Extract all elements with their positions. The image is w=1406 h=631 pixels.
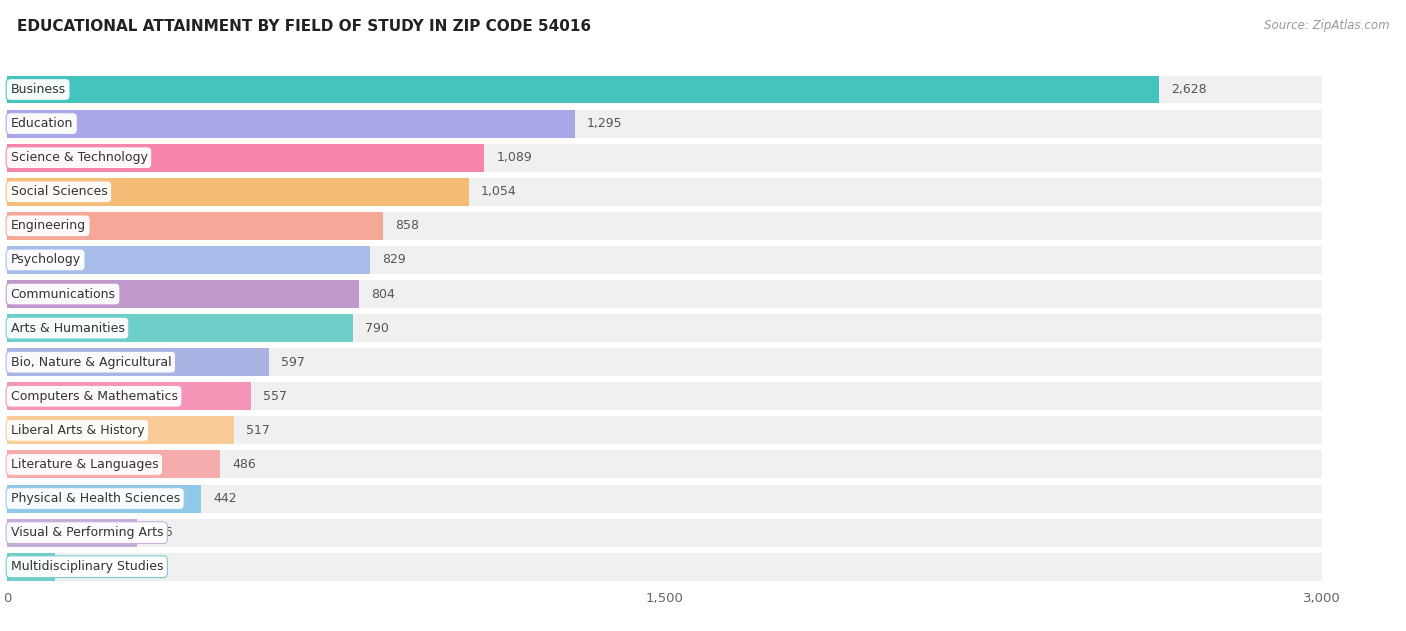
Bar (7, 348, 269, 376)
Bar (7, 553, 1322, 581)
Text: Arts & Humanities: Arts & Humanities (10, 322, 124, 334)
Text: Physical & Health Sciences: Physical & Health Sciences (10, 492, 180, 505)
Text: Psychology: Psychology (10, 254, 80, 266)
Bar (7, 280, 1322, 308)
Bar (7, 485, 1322, 512)
Bar (7, 382, 1322, 410)
Text: 1,054: 1,054 (481, 186, 517, 198)
Text: 557: 557 (263, 390, 287, 403)
Bar (7, 314, 353, 342)
Bar (7, 416, 233, 444)
Bar (7, 519, 1322, 546)
Bar (7, 246, 1322, 274)
Text: 1,295: 1,295 (586, 117, 623, 130)
Bar (7, 553, 55, 581)
Bar (7, 485, 201, 512)
Bar (7, 314, 1322, 342)
Text: 597: 597 (281, 356, 305, 369)
Bar (7, 519, 136, 546)
Bar (7, 144, 484, 172)
Bar (7, 110, 575, 138)
Bar (7, 212, 382, 240)
Bar (7, 76, 1159, 103)
Bar (7, 144, 1322, 172)
Text: Social Sciences: Social Sciences (10, 186, 107, 198)
Text: 442: 442 (212, 492, 236, 505)
Text: 1,089: 1,089 (496, 151, 533, 164)
Text: 109: 109 (67, 560, 91, 573)
Text: 517: 517 (246, 424, 270, 437)
Text: 790: 790 (366, 322, 389, 334)
Bar (7, 212, 1322, 240)
Bar (7, 178, 1322, 206)
Bar (7, 178, 468, 206)
Text: Literature & Languages: Literature & Languages (10, 458, 157, 471)
Text: Science & Technology: Science & Technology (10, 151, 148, 164)
Bar (7, 451, 219, 478)
Text: Bio, Nature & Agricultural: Bio, Nature & Agricultural (10, 356, 172, 369)
Text: 2,628: 2,628 (1171, 83, 1206, 96)
Text: 829: 829 (382, 254, 406, 266)
Bar (7, 382, 252, 410)
Text: Education: Education (10, 117, 73, 130)
Text: Liberal Arts & History: Liberal Arts & History (10, 424, 145, 437)
Text: 486: 486 (232, 458, 256, 471)
Text: 858: 858 (395, 220, 419, 232)
Bar (7, 280, 360, 308)
Text: EDUCATIONAL ATTAINMENT BY FIELD OF STUDY IN ZIP CODE 54016: EDUCATIONAL ATTAINMENT BY FIELD OF STUDY… (17, 19, 591, 34)
Bar (7, 348, 1322, 376)
Text: Computers & Mathematics: Computers & Mathematics (10, 390, 177, 403)
Text: Communications: Communications (10, 288, 115, 300)
Bar (7, 76, 1322, 103)
Bar (7, 451, 1322, 478)
Text: Engineering: Engineering (10, 220, 86, 232)
Text: Business: Business (10, 83, 66, 96)
Text: Visual & Performing Arts: Visual & Performing Arts (10, 526, 163, 539)
Bar (7, 246, 370, 274)
Text: Source: ZipAtlas.com: Source: ZipAtlas.com (1264, 19, 1389, 32)
Bar (7, 110, 1322, 138)
Text: 804: 804 (371, 288, 395, 300)
Text: Multidisciplinary Studies: Multidisciplinary Studies (10, 560, 163, 573)
Text: 296: 296 (149, 526, 173, 539)
Bar (7, 416, 1322, 444)
